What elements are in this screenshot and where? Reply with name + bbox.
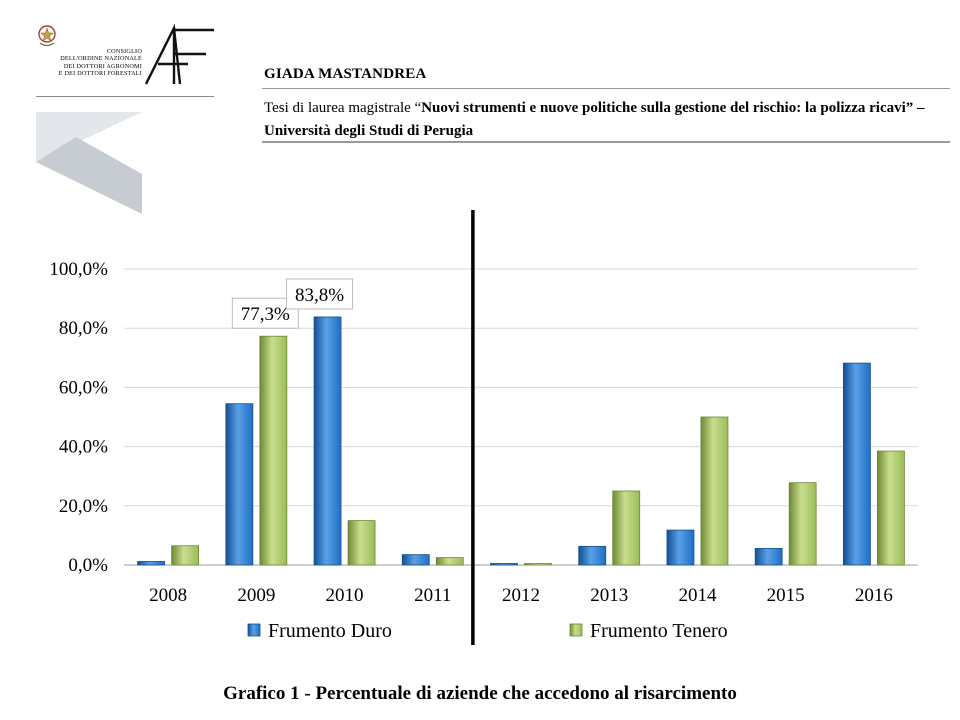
bar-frumento-duro-2010 bbox=[313, 316, 342, 566]
header-rule-top bbox=[262, 88, 950, 89]
y-tick-label: 0,0% bbox=[68, 555, 108, 576]
x-tick-label: 2009 bbox=[237, 585, 275, 606]
x-tick-label: 2015 bbox=[767, 585, 805, 606]
bar-frumento-duro-2012 bbox=[490, 563, 518, 566]
bar-frumento-tenero-2010 bbox=[347, 520, 376, 566]
x-tick-label: 2008 bbox=[149, 585, 187, 606]
data-label: 83,8% bbox=[286, 278, 354, 310]
bar-frumento-tenero-2012 bbox=[524, 563, 552, 566]
org-name: CONSIGLIO DELL'ORDINE NAZIONALE DEI DOTT… bbox=[58, 48, 142, 78]
bar-frumento-duro-2009 bbox=[225, 403, 254, 566]
logo-divider bbox=[36, 96, 214, 97]
bar-frumento-duro-2015 bbox=[754, 548, 783, 566]
bar-chart: 0,0% 20,0% 40,0% 60,0% 80,0% 100,0% 2008 2009 20… bbox=[49, 210, 918, 645]
y-tick-label: 80,0% bbox=[59, 318, 108, 339]
bar-frumento-tenero-2011 bbox=[435, 557, 464, 566]
x-tick-label: 2014 bbox=[678, 585, 717, 606]
data-label-text: 83,8% bbox=[295, 285, 344, 306]
x-tick-label: 2010 bbox=[326, 585, 364, 606]
bar-frumento-duro-2008 bbox=[137, 561, 166, 566]
legend-label: Frumento Duro bbox=[268, 620, 392, 642]
header-rule-bottom bbox=[262, 141, 950, 143]
x-tick-label: 2013 bbox=[590, 585, 628, 606]
y-tick-label: 20,0% bbox=[59, 496, 108, 517]
bar-frumento-duro-2014 bbox=[666, 529, 695, 566]
thesis-title: Nuovi strumenti e nuove politiche sulla … bbox=[421, 100, 906, 116]
x-tick-label: 2012 bbox=[502, 585, 540, 606]
bar-frumento-tenero-2015 bbox=[788, 482, 817, 566]
y-tick-label: 40,0% bbox=[59, 437, 108, 458]
bar-frumento-tenero-2009 bbox=[259, 335, 288, 566]
thesis-description: Tesi di laurea magistrale “Nuovi strumen… bbox=[264, 100, 925, 139]
y-tick-label: 100,0% bbox=[49, 259, 108, 280]
bar-frumento-tenero-2008 bbox=[171, 545, 200, 566]
decorative-chevron-shape bbox=[36, 112, 142, 214]
bar-frumento-duro-2016 bbox=[842, 362, 871, 566]
legend-swatch-frumento-duro bbox=[247, 623, 261, 637]
bar-frumento-tenero-2016 bbox=[876, 450, 905, 566]
legend-swatch-frumento-tenero bbox=[569, 623, 583, 637]
af-logo-icon bbox=[144, 24, 214, 85]
bar-frumento-duro-2013 bbox=[578, 545, 607, 566]
data-label-box bbox=[286, 278, 354, 310]
bar-frumento-duro-2011 bbox=[401, 554, 430, 566]
republic-emblem-icon bbox=[38, 25, 56, 47]
x-tick-label: 2011 bbox=[414, 585, 451, 606]
x-tick-label: 2016 bbox=[855, 585, 893, 606]
data-label-text: 77,3% bbox=[241, 304, 290, 325]
bar-frumento-tenero-2013 bbox=[612, 490, 641, 566]
y-tick-label: 60,0% bbox=[59, 377, 108, 398]
author-name: GIADA MASTANDREA bbox=[264, 66, 427, 82]
figure-caption: Grafico 1 - Percentuale di aziende che a… bbox=[223, 683, 737, 704]
legend-label: Frumento Tenero bbox=[590, 620, 728, 642]
bar-frumento-tenero-2014 bbox=[700, 416, 729, 566]
